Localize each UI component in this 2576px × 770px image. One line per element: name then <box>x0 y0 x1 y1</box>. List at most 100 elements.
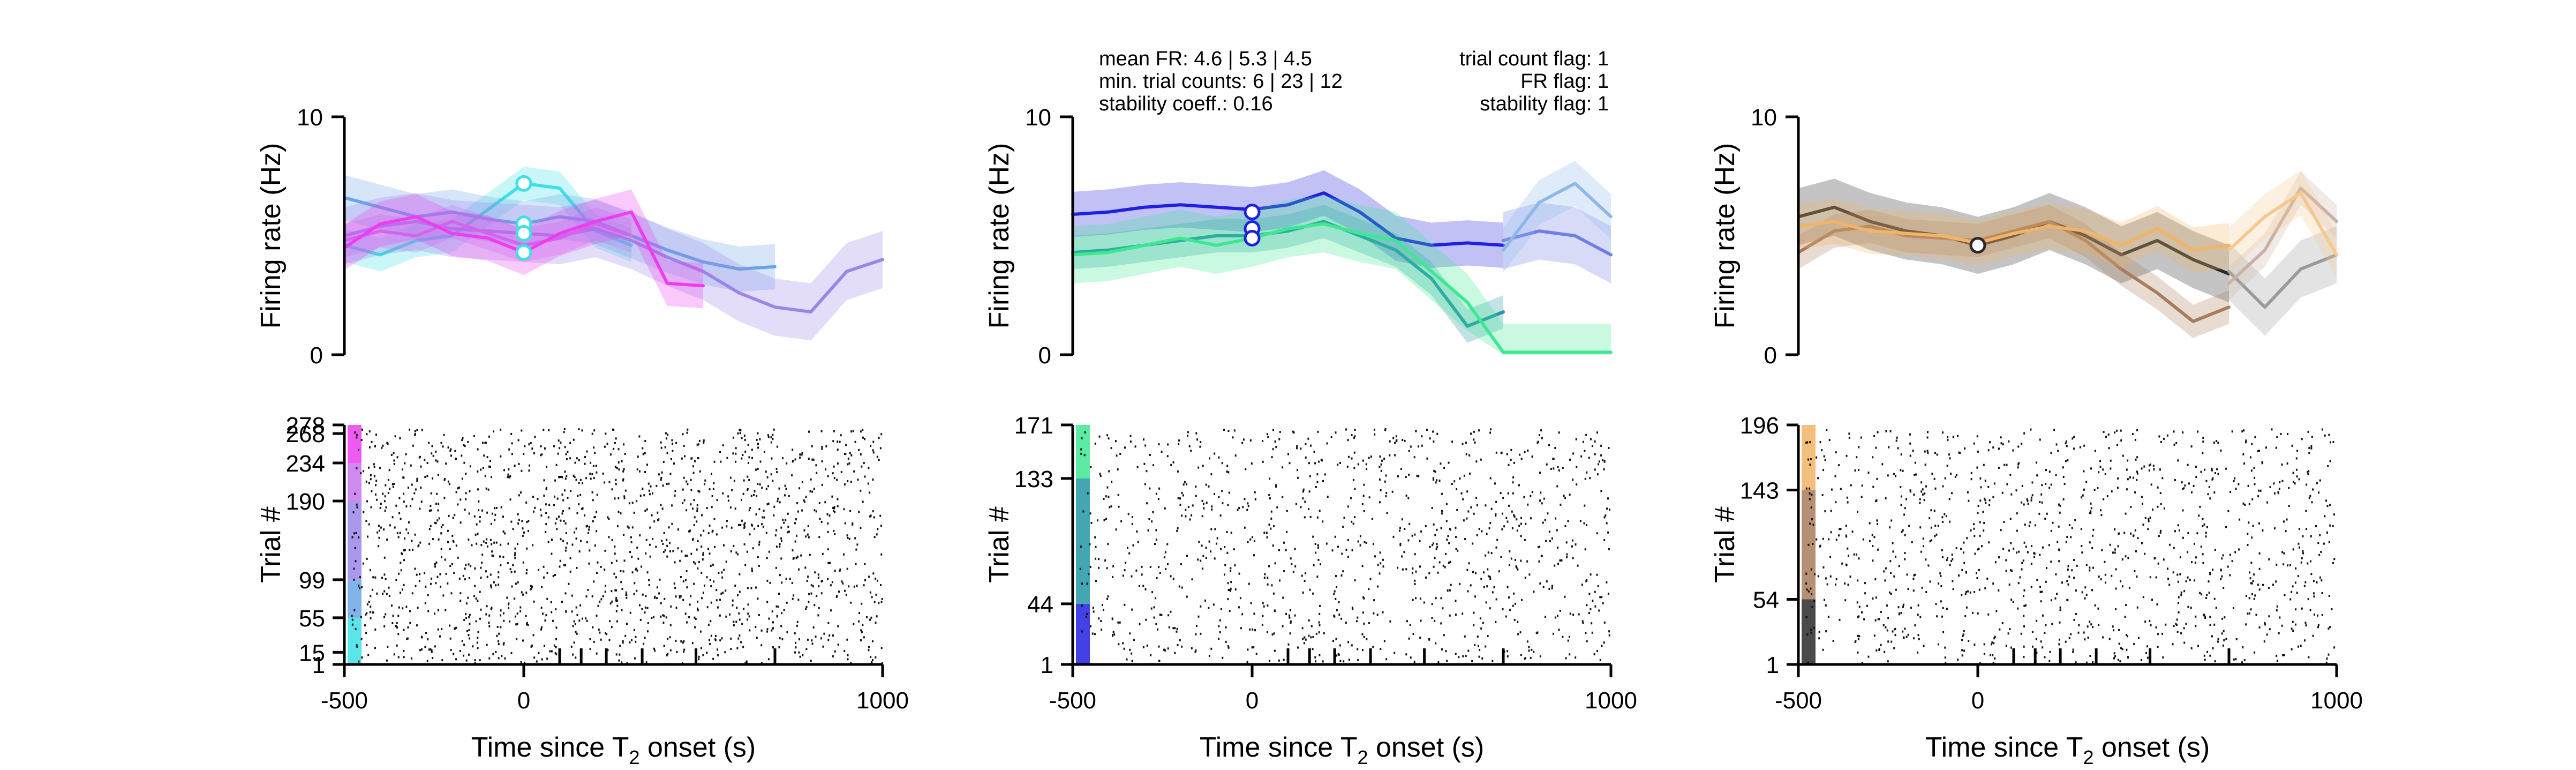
trial-block <box>1802 425 1816 490</box>
sem-band <box>2229 226 2337 336</box>
series-line <box>343 220 633 247</box>
series-line <box>2227 191 2338 257</box>
annot-stability-flag: stability flag: 1 <box>1480 93 1609 115</box>
trial-block <box>348 501 361 580</box>
annot-fr-flag: FR flag: 1 <box>1520 70 1609 93</box>
raster-y-tick-label: 171 <box>1014 413 1053 439</box>
series-line <box>1797 220 2231 252</box>
raster-x-tick-label: 1000 <box>2310 687 2363 714</box>
raster-y-tick-label: 55 <box>299 605 325 632</box>
sem-band <box>1503 161 1611 273</box>
xlabel-tail: onset (s) <box>640 732 756 763</box>
trial-block <box>1802 599 1816 664</box>
series-line <box>2227 186 2338 285</box>
series-line <box>1071 222 1613 354</box>
raster-x-tick-label: 1000 <box>856 687 909 714</box>
annot-trial-count-flag: trial count flag: 1 <box>1459 48 1609 70</box>
trial-block <box>348 463 361 502</box>
xlabel-main: Time since T <box>471 732 629 763</box>
raster-panel-2: 1 44 133 171 Trial # -500 0 1000 Time since T2 o… <box>984 413 1637 768</box>
raster-x-tick-label: 0 <box>1246 687 1259 714</box>
raster-y-axis-label: Trial # <box>1709 506 1741 583</box>
raster-x-tick-label: -500 <box>321 687 368 714</box>
raster-panel-3: 1 54 143 196 Trial # -500 0 1000 Time since T2 o… <box>1709 413 2363 768</box>
raster-y-axis-label: Trial # <box>984 506 1015 583</box>
raster-x-axis-label: Time since T2 onset (s) <box>1925 732 2210 768</box>
psth-y-axis-label: Firing rate (Hz) <box>984 143 1015 329</box>
raster-x-axis-label: Time since T2 onset (s) <box>1200 732 1485 768</box>
annot-min-trial-counts: min. trial counts: 6 | 23 | 12 <box>1099 70 1343 93</box>
psth-y-tick-label: 10 <box>1751 104 1777 131</box>
series-line <box>1502 229 1613 257</box>
raster-y-tick-label: 190 <box>286 489 325 515</box>
raster-y-tick-label: 44 <box>1027 592 1053 618</box>
trial-block <box>348 425 361 464</box>
psth-y-tick-label: 10 <box>297 104 323 131</box>
series-line <box>2227 253 2338 309</box>
psth-panel-3: 0 10 Firing rate (Hz) <box>1709 104 2338 369</box>
psth-panel-1: 0 10 Firing rate (Hz) <box>255 104 884 369</box>
onset-marker <box>1244 204 1261 221</box>
series-line <box>1797 205 2231 276</box>
raster-y-tick-label: 234 <box>286 451 325 477</box>
onset-marker <box>515 244 532 261</box>
raster-y-tick-label: 133 <box>1014 466 1053 492</box>
raster-x-axis-label: Time since T2 onset (s) <box>471 732 756 768</box>
psth-panel-2: 0 10 Firing rate (Hz) <box>984 104 1613 369</box>
trial-block <box>1076 425 1090 479</box>
xlabel-subscript: 2 <box>1357 746 1368 768</box>
annot-mean-fr: mean FR: 4.6 | 5.3 | 4.5 <box>1099 48 1312 70</box>
series-line <box>343 182 633 257</box>
raster-x-tick-label: -500 <box>1049 687 1096 714</box>
onset-marker <box>515 225 532 242</box>
raster-y-tick-label: 196 <box>1740 413 1779 439</box>
psth-y-tick-label: 0 <box>310 342 323 369</box>
trial-block <box>1076 478 1090 604</box>
raster-x-tick-label: 0 <box>1971 687 1984 714</box>
trial-block <box>348 617 361 664</box>
sem-band <box>1798 199 2229 273</box>
xlabel-subscript: 2 <box>2083 746 2093 768</box>
psth-y-axis-label: Firing rate (Hz) <box>1709 143 1741 329</box>
raster-y-tick-label: 1 <box>1766 652 1779 678</box>
sem-band <box>1798 178 2229 303</box>
xlabel-tail: onset (s) <box>2094 732 2210 763</box>
raster-y-tick-label: 1 <box>1041 652 1053 678</box>
xlabel-subscript: 2 <box>629 746 639 768</box>
onset-marker <box>1244 229 1261 246</box>
spike-dots <box>351 428 883 664</box>
onset-marker <box>1969 237 1986 254</box>
psth-y-tick-label: 10 <box>1025 104 1051 131</box>
raster-x-tick-label: 1000 <box>1585 687 1637 714</box>
raster-x-tick-label: -500 <box>1775 687 1822 714</box>
xlabel-main: Time since T <box>1200 732 1358 763</box>
psth-y-tick-label: 0 <box>1038 342 1051 369</box>
xlabel-main: Time since T <box>1925 732 2083 763</box>
series-line <box>1797 220 2231 323</box>
annotations: mean FR: 4.6 | 5.3 | 4.5 min. trial coun… <box>1099 48 1609 115</box>
psth-y-axis-label: Firing rate (Hz) <box>255 143 287 329</box>
series-line <box>1502 182 1613 252</box>
spike-dots <box>1805 428 2336 664</box>
raster-y-tick-label: 54 <box>1753 587 1779 614</box>
xlabel-tail: onset (s) <box>1368 732 1485 763</box>
onset-marker <box>515 175 532 192</box>
raster-y-tick-label: 268 <box>286 421 325 447</box>
psth-y-tick-label: 0 <box>1764 342 1777 369</box>
sem-band <box>2229 171 2337 300</box>
raster-y-tick-label: 15 <box>299 640 325 666</box>
sem-band <box>2229 170 2337 278</box>
raster-y-tick-label: 99 <box>299 567 325 594</box>
raster-y-tick-label: 278 <box>286 413 325 439</box>
spike-dots <box>1079 428 1610 663</box>
raster-y-axis-label: Trial # <box>255 506 287 583</box>
sem-band <box>1798 205 2229 338</box>
sem-band <box>1503 202 1611 283</box>
series-line <box>1071 191 1505 247</box>
raster-y-tick-label: 1 <box>312 652 325 678</box>
raster-y-tick-label: 143 <box>1740 477 1779 504</box>
sem-band <box>1073 170 1503 268</box>
